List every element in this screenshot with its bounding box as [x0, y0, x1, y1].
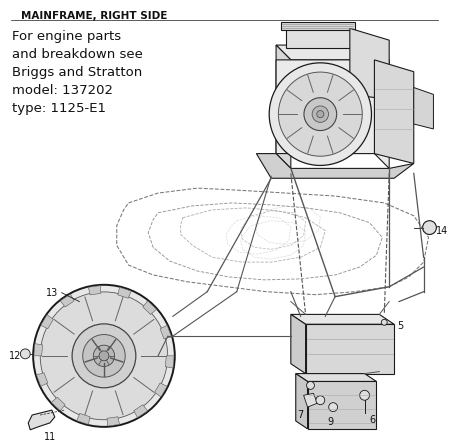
Text: 13: 13: [46, 288, 58, 298]
Circle shape: [93, 345, 115, 366]
Circle shape: [40, 292, 168, 420]
Polygon shape: [257, 154, 414, 178]
Polygon shape: [60, 294, 74, 307]
Polygon shape: [296, 373, 377, 381]
Polygon shape: [304, 393, 318, 407]
Polygon shape: [308, 381, 377, 429]
Polygon shape: [34, 344, 42, 356]
Polygon shape: [286, 28, 350, 48]
Polygon shape: [160, 325, 171, 339]
Polygon shape: [41, 315, 53, 329]
Text: For engine parts
and breakdown see
Briggs and Stratton
model: 137202
type: 1125-: For engine parts and breakdown see Brigg…: [13, 30, 143, 115]
Polygon shape: [143, 301, 156, 314]
Text: 12: 12: [9, 351, 21, 361]
Polygon shape: [276, 45, 291, 168]
Text: 11: 11: [44, 432, 56, 442]
Circle shape: [360, 390, 369, 400]
Circle shape: [72, 324, 136, 388]
Text: 7: 7: [298, 410, 304, 420]
Polygon shape: [281, 22, 355, 30]
Polygon shape: [350, 28, 389, 99]
Circle shape: [304, 98, 337, 131]
Polygon shape: [88, 285, 101, 295]
Polygon shape: [296, 373, 308, 429]
Polygon shape: [306, 324, 394, 373]
Circle shape: [33, 285, 175, 427]
Text: 14: 14: [437, 226, 449, 236]
Polygon shape: [276, 45, 389, 60]
Circle shape: [83, 334, 125, 377]
Polygon shape: [276, 60, 389, 168]
Circle shape: [99, 351, 109, 361]
Polygon shape: [414, 87, 433, 129]
Polygon shape: [37, 373, 48, 386]
Text: 9: 9: [327, 417, 333, 427]
Circle shape: [423, 221, 437, 234]
Polygon shape: [51, 397, 65, 411]
Circle shape: [278, 72, 362, 156]
Circle shape: [307, 381, 314, 389]
Circle shape: [316, 396, 325, 404]
Text: 6: 6: [369, 415, 376, 425]
Circle shape: [329, 403, 337, 412]
Polygon shape: [107, 417, 120, 426]
Polygon shape: [28, 410, 55, 430]
Text: 5: 5: [397, 321, 403, 331]
Polygon shape: [166, 356, 174, 368]
Circle shape: [269, 63, 372, 166]
Polygon shape: [374, 60, 414, 163]
Circle shape: [317, 111, 324, 118]
Polygon shape: [155, 383, 167, 397]
Polygon shape: [134, 404, 147, 418]
Polygon shape: [291, 314, 306, 373]
Text: MAINFRAME, RIGHT SIDE: MAINFRAME, RIGHT SIDE: [21, 11, 167, 20]
Circle shape: [20, 349, 30, 359]
Polygon shape: [118, 287, 131, 298]
Polygon shape: [77, 413, 90, 424]
Circle shape: [381, 319, 387, 325]
Polygon shape: [291, 314, 394, 324]
Circle shape: [312, 106, 328, 123]
